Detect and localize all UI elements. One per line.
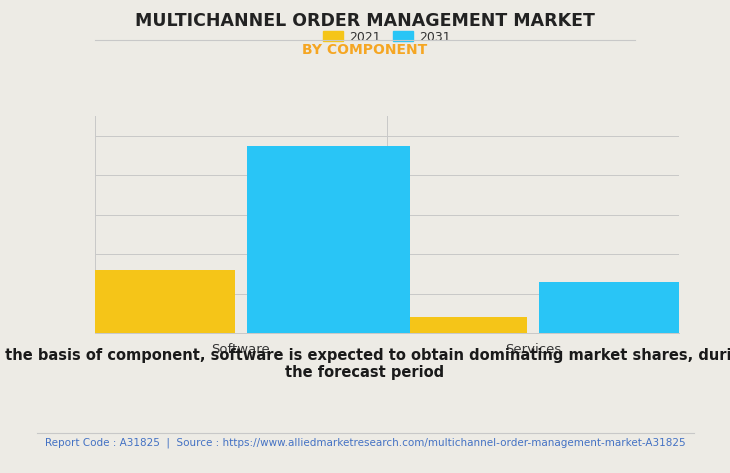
- Legend: 2021, 2031: 2021, 2031: [323, 31, 451, 44]
- Text: MULTICHANNEL ORDER MANAGEMENT MARKET: MULTICHANNEL ORDER MANAGEMENT MARKET: [135, 12, 595, 30]
- Text: BY COMPONENT: BY COMPONENT: [302, 43, 428, 57]
- Bar: [539, 282, 702, 333]
- Bar: [247, 146, 410, 333]
- Text: Report Code : A31825  |  Source : https://www.alliedmarketresearch.com/multichan: Report Code : A31825 | Source : https://…: [45, 438, 685, 448]
- Bar: [364, 316, 527, 333]
- Bar: [72, 270, 235, 333]
- Text: On the basis of component, software is expected to obtain dominating market shar: On the basis of component, software is e…: [0, 348, 730, 380]
